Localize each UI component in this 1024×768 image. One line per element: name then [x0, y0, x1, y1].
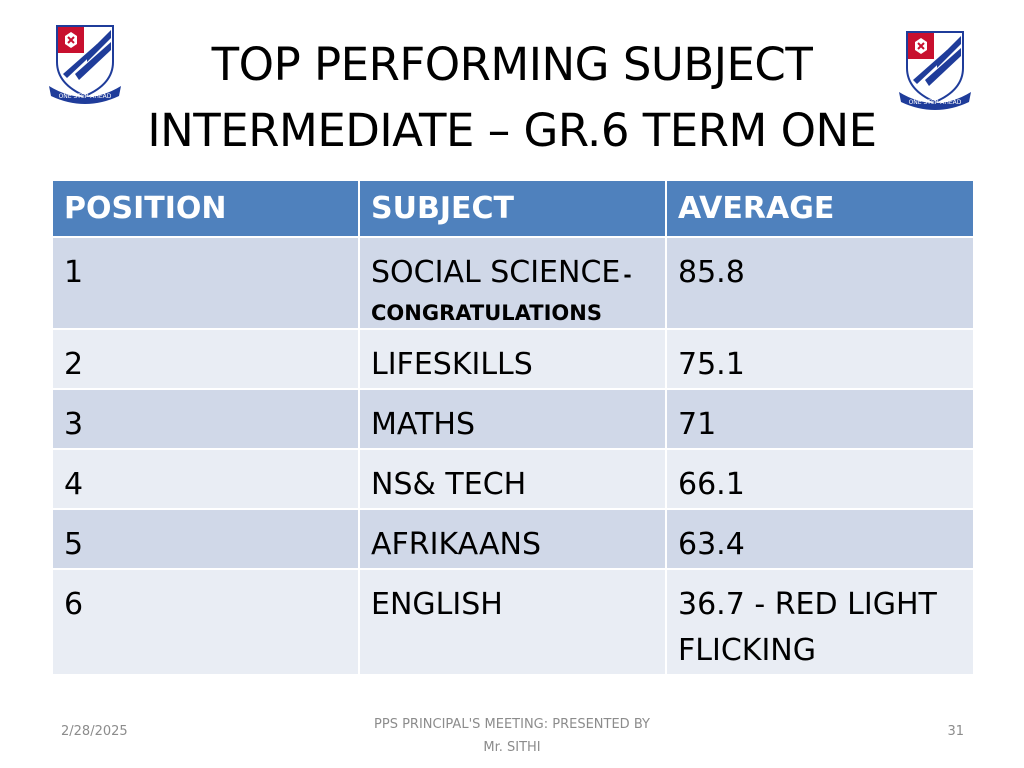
position-cell: 5 — [51, 508, 360, 570]
position-cell: 3 — [51, 388, 360, 450]
subject-cell: MATHS — [358, 388, 667, 450]
position-cell: 6 — [51, 568, 360, 676]
average-cell: 66.1 — [665, 448, 975, 510]
slide-title-line-1: TOP PERFORMING SUBJECT — [211, 38, 813, 91]
subject-ranking-table: POSITION SUBJECT AVERAGE 1 SOCIAL SCIENC… — [51, 179, 975, 676]
crest-motto: ONE STEP AHEAD — [909, 99, 962, 106]
position-cell: 2 — [51, 328, 360, 390]
column-header-position: POSITION — [51, 179, 360, 238]
footer-date: 2/28/2025 — [61, 724, 128, 739]
average-cell: 85.8 — [665, 236, 975, 330]
average-cell: 75.1 — [665, 328, 975, 390]
subject-cell: LIFESKILLS — [358, 328, 667, 390]
table-header-row: POSITION SUBJECT AVERAGE — [51, 179, 975, 238]
subject-note: CONGRATULATIONS — [371, 301, 602, 325]
slide-title: TOP PERFORMING SUBJECT INTERMEDIATE – GR… — [112, 32, 912, 164]
subject-cell: SOCIAL SCIENCE - CONGRATULATIONS — [358, 236, 667, 330]
subject-cell: NS& TECH — [358, 448, 667, 510]
column-header-average: AVERAGE — [665, 179, 975, 238]
average-cell: 71 — [665, 388, 975, 450]
subject-cell: ENGLISH — [358, 568, 667, 676]
school-crest-logo-right: ONE STEP AHEAD — [899, 31, 971, 110]
table-row: 5 AFRIKAANS 63.4 — [51, 508, 975, 570]
table-row: 6 ENGLISH 36.7 - RED LIGHT FLICKING — [51, 568, 975, 676]
table-row: 4 NS& TECH 66.1 — [51, 448, 975, 510]
crest-motto: ONE STEP AHEAD — [59, 93, 112, 100]
table-row: 3 MATHS 71 — [51, 388, 975, 450]
column-header-subject: SUBJECT — [358, 179, 667, 238]
footer-presenter: PPS PRINCIPAL'S MEETING: PRESENTED BY Mr… — [342, 713, 682, 759]
average-cell: 36.7 - RED LIGHT FLICKING — [665, 568, 975, 676]
footer-presenter-line-1: PPS PRINCIPAL'S MEETING: PRESENTED BY — [374, 717, 650, 732]
subject-separator: - — [623, 263, 632, 287]
table-row: 2 LIFESKILLS 75.1 — [51, 328, 975, 390]
subject-cell: AFRIKAANS — [358, 508, 667, 570]
subject-name: SOCIAL SCIENCE — [371, 255, 621, 290]
footer-page-number: 31 — [947, 724, 964, 739]
position-cell: 1 — [51, 236, 360, 330]
table-row: 1 SOCIAL SCIENCE - CONGRATULATIONS 85.8 — [51, 236, 975, 330]
slide-title-line-2: INTERMEDIATE – GR.6 TERM ONE — [147, 104, 877, 157]
footer-presenter-line-2: Mr. SITHI — [483, 740, 541, 755]
position-cell: 4 — [51, 448, 360, 510]
average-cell: 63.4 — [665, 508, 975, 570]
school-crest-logo-left: ONE STEP AHEAD — [49, 25, 121, 104]
